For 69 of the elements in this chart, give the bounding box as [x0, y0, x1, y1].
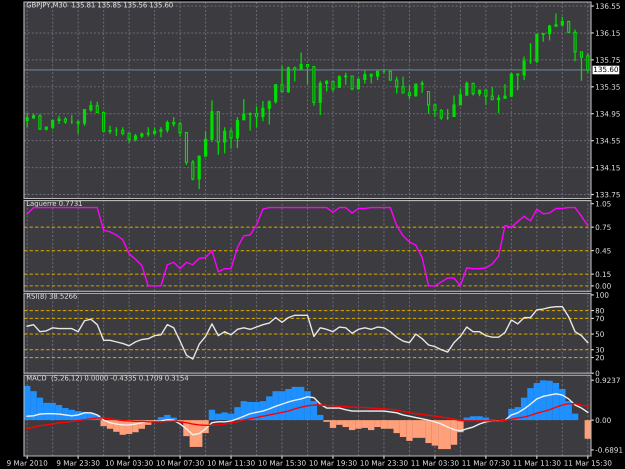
candlestick: [458, 88, 462, 106]
candlestick: [166, 120, 169, 134]
candlestick: [350, 75, 354, 91]
bar: [584, 420, 591, 439]
candlestick: [554, 12, 558, 27]
candlestick: [89, 100, 92, 112]
candlestick: [426, 90, 430, 114]
candlestick: [318, 80, 322, 116]
candlestick: [516, 73, 520, 91]
candlestick: [82, 108, 86, 126]
candlestick: [268, 100, 271, 126]
candlestick: [484, 90, 488, 106]
candlestick: [452, 94, 456, 118]
candlestick: [560, 16, 564, 27]
candlestick: [510, 72, 513, 97]
candlestick: [472, 82, 475, 96]
candlestick: [388, 70, 392, 82]
candlestick: [26, 112, 29, 128]
candlestick: [191, 160, 194, 182]
candlestick: [344, 72, 348, 86]
candlestick: [248, 112, 252, 132]
candlestick: [38, 114, 42, 130]
candlestick: [96, 101, 99, 114]
candlestick: [433, 103, 436, 118]
candlestick: [146, 126, 150, 138]
candlestick: [548, 24, 552, 41]
candlestick: [376, 70, 380, 81]
line-series: [26, 206, 589, 287]
candlestick: [503, 84, 507, 99]
candlestick: [490, 86, 494, 101]
candlestick: [497, 94, 500, 114]
candlestick: [306, 63, 310, 85]
candlestick: [172, 116, 176, 128]
candlestick: [440, 108, 443, 120]
candlestick: [420, 80, 424, 94]
candlestick: [280, 65, 284, 93]
line-series: [26, 393, 589, 436]
candlestick: [574, 28, 577, 62]
candlestick: [286, 66, 290, 94]
candlestick: [159, 126, 163, 138]
candlestick: [254, 106, 258, 128]
candlestick: [414, 82, 418, 98]
candlestick: [242, 98, 246, 120]
candlestick: [102, 112, 106, 134]
candlestick: [293, 66, 296, 82]
candlestick: [408, 84, 412, 100]
candlestick: [178, 121, 182, 138]
candlestick: [261, 100, 264, 122]
candlestick: [229, 128, 233, 150]
candlestick: [274, 84, 278, 104]
candlestick: [465, 80, 468, 97]
candlestick: [198, 154, 201, 190]
candlestick: [522, 56, 526, 81]
candlestick: [395, 76, 398, 94]
candlestick: [370, 72, 373, 84]
candlestick: [338, 74, 341, 88]
candlestick: [236, 116, 239, 149]
candlestick: [128, 132, 131, 144]
candlestick: [567, 20, 570, 34]
candlestick: [300, 52, 303, 70]
line-series: [26, 403, 589, 430]
candlestick: [325, 79, 328, 92]
candlestick: [223, 126, 226, 154]
line-series: [26, 306, 589, 360]
candlestick: [580, 51, 584, 82]
candlestick: [363, 70, 366, 84]
candlestick: [76, 120, 80, 135]
candlestick: [204, 130, 208, 157]
candlestick: [401, 76, 405, 94]
